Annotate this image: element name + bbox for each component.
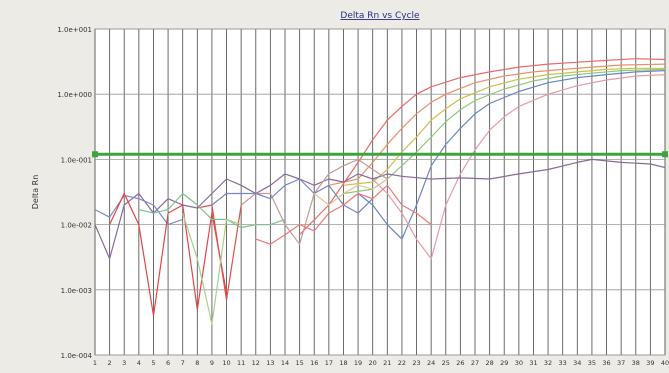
x-tick-label: 35 xyxy=(588,359,596,367)
x-tick-label: 2 xyxy=(108,359,112,367)
x-tick-label: 30 xyxy=(515,359,523,367)
series-lines xyxy=(94,58,666,325)
y-axis-label: Delta Rn xyxy=(31,175,40,210)
x-tick-label: 34 xyxy=(573,359,581,367)
x-tick-label: 11 xyxy=(237,359,245,367)
x-tick-label: 21 xyxy=(383,359,391,367)
threshold-group xyxy=(92,151,668,158)
x-tick-label: 31 xyxy=(529,359,537,367)
y-tick-labels: 1.0e+001 1.0e+000 1.0e-001 1.0e-002 1.0e-003… xyxy=(57,26,92,360)
y-tick-label: 1.0e-004 xyxy=(61,352,93,360)
x-tick-label: 6 xyxy=(166,359,170,367)
x-tick-label: 17 xyxy=(325,359,333,367)
x-tick-label: 28 xyxy=(485,359,493,367)
series-line xyxy=(197,204,242,301)
x-tick-label: 36 xyxy=(602,359,610,367)
series-line xyxy=(328,63,666,186)
threshold-handle-left xyxy=(92,151,98,158)
x-tick-label: 22 xyxy=(398,359,406,367)
x-tick-label: 32 xyxy=(544,359,552,367)
y-tick-label: 1.0e-003 xyxy=(61,287,92,295)
x-tick-label: 12 xyxy=(252,359,260,367)
series-line xyxy=(182,212,242,325)
x-tick-label: 14 xyxy=(281,359,289,367)
x-tick-label: 23 xyxy=(412,359,420,367)
x-tick-labels: 1 2 3 4 5 6 7 8 9 10 11 12 13 14 15 16 17 18 19 20 21 22 23 24 2… xyxy=(93,359,669,367)
x-tick-label: 38 xyxy=(632,359,640,367)
chart-title: Delta Rn vs Cycle xyxy=(340,11,420,21)
x-tick-label: 25 xyxy=(442,359,450,367)
x-tick-label: 13 xyxy=(266,359,274,367)
x-tick-label: 15 xyxy=(295,359,303,367)
y-tick-label: 1.0e+000 xyxy=(57,91,92,99)
threshold-handle-right xyxy=(662,151,668,158)
y-tick-label: 1.0e+001 xyxy=(57,26,92,34)
x-tick-label: 29 xyxy=(500,359,508,367)
x-tick-label: 4 xyxy=(137,359,141,367)
grid-lines xyxy=(94,28,666,356)
x-tick-label: 9 xyxy=(210,359,214,367)
x-tick-label: 7 xyxy=(181,359,185,367)
series-line xyxy=(313,178,388,206)
series-line xyxy=(138,192,286,229)
x-tick-label: 19 xyxy=(354,359,362,367)
series-line xyxy=(211,178,374,214)
x-tick-label: 26 xyxy=(456,359,464,367)
x-tick-label: 20 xyxy=(369,359,377,367)
x-tick-label: 10 xyxy=(222,359,230,367)
series-line xyxy=(299,58,666,236)
series-line xyxy=(372,74,666,260)
x-tick-label: 33 xyxy=(559,359,567,367)
series-line xyxy=(343,67,665,186)
x-tick-label: 8 xyxy=(195,359,199,367)
y-tick-label: 1.0e-001 xyxy=(61,156,92,164)
x-tick-label: 5 xyxy=(151,359,155,367)
series-line xyxy=(357,70,666,240)
x-tick-label: 37 xyxy=(617,359,625,367)
x-tick-label: 3 xyxy=(122,359,126,367)
series-line xyxy=(109,192,228,317)
series-line xyxy=(94,194,183,226)
x-tick-label: 39 xyxy=(646,359,654,367)
x-tick-label: 40 xyxy=(661,359,669,367)
x-tick-label: 27 xyxy=(471,359,479,367)
x-tick-label: 16 xyxy=(310,359,318,367)
series-line xyxy=(255,184,432,245)
series-line xyxy=(94,158,666,260)
x-tick-label: 1 xyxy=(93,359,97,367)
y-tick-label: 1.0e-002 xyxy=(61,222,92,230)
x-tick-label: 24 xyxy=(427,359,435,367)
x-tick-label: 18 xyxy=(339,359,347,367)
